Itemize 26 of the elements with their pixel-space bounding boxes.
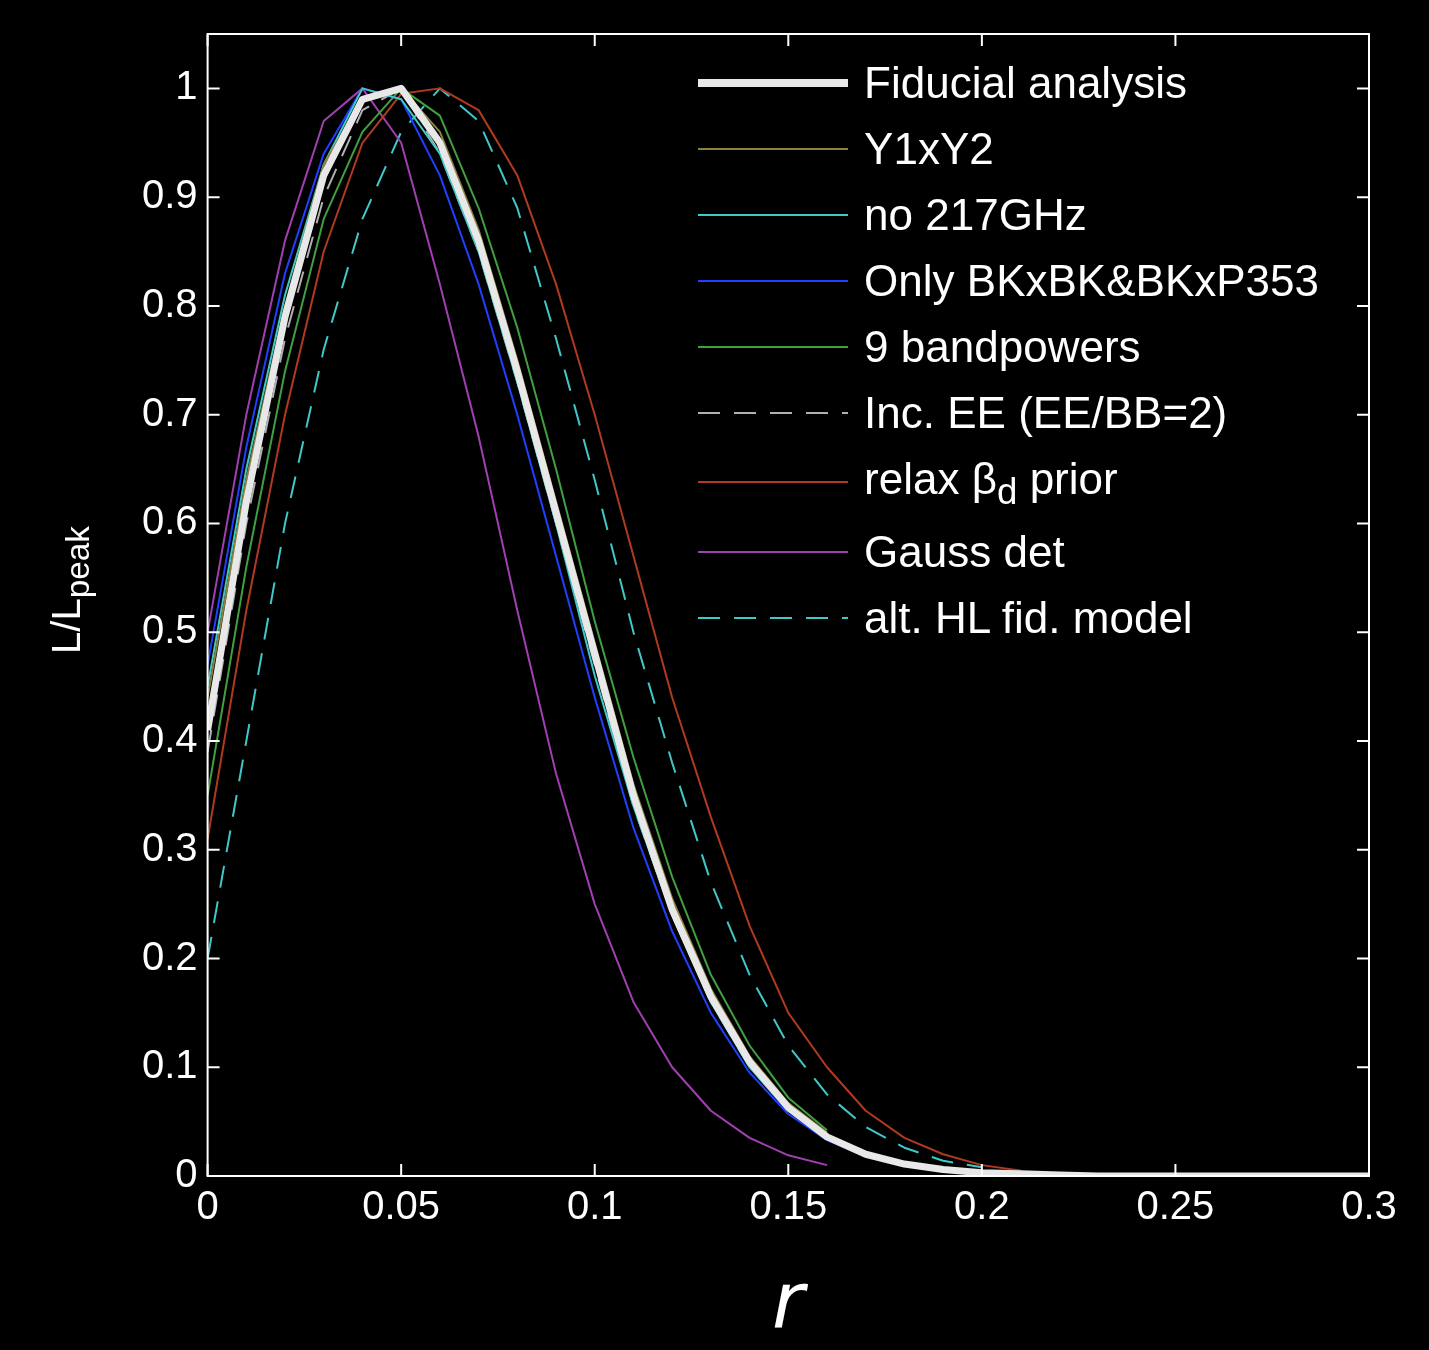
y-tick-label: 0.8 (142, 280, 198, 325)
legend-label: Fiducial analysis (864, 57, 1187, 109)
y-tick-label: 0.4 (142, 715, 198, 760)
y-tick-label: 1 (175, 63, 198, 108)
legend-label: Inc. EE (EE/BB=2) (864, 387, 1228, 439)
legend-label: Y1xY2 (864, 123, 994, 175)
legend-label: Gauss det (864, 525, 1065, 578)
x-tick-label: 0.1 (566, 1183, 623, 1228)
y-tick-label: 0.3 (142, 824, 198, 869)
x-tick-label: 0.3 (1341, 1183, 1397, 1228)
y-tick-label: 0.1 (142, 1042, 198, 1087)
y-tick-label: 0.5 (142, 607, 198, 652)
x-tick-label: 0.15 (749, 1183, 828, 1228)
legend-label: relax β$_{d}$ prior (864, 453, 1118, 514)
x-tick-label: 0.2 (954, 1183, 1010, 1228)
legend-label: Only BKxBK&BKxP353 (864, 255, 1319, 307)
y-tick-label: 0.6 (142, 498, 198, 543)
legend-label: 9 bandpowers (864, 321, 1141, 373)
x-tick-label: 0.05 (362, 1183, 441, 1228)
legend-label: alt. HL fid. model (864, 591, 1193, 644)
y-tick-label: 0.2 (142, 933, 198, 978)
x-tick-label: 0.25 (1136, 1183, 1215, 1228)
y-tick-label: 0.9 (142, 172, 198, 217)
y-tick-label: 0.7 (142, 389, 198, 434)
legend-label: no 217GHz (864, 189, 1087, 241)
y-tick-label: 0 (175, 1151, 198, 1196)
